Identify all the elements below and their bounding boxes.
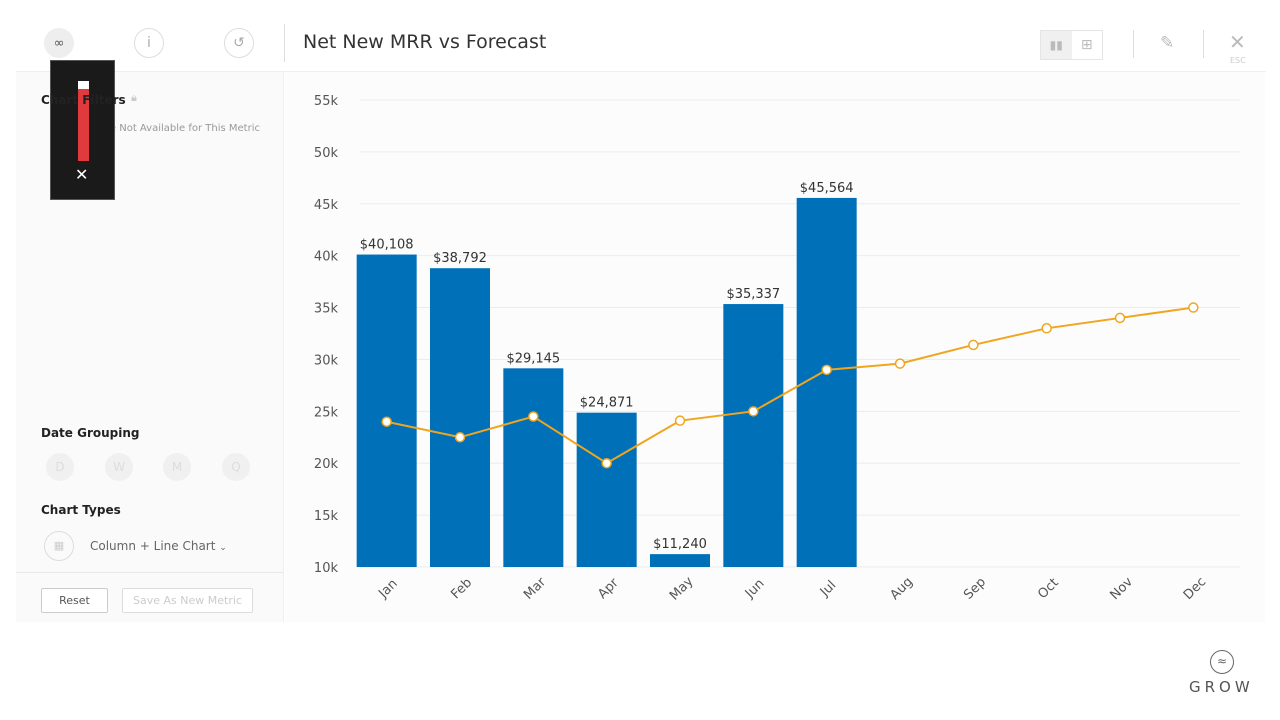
date-grouping-d[interactable]: D (46, 453, 74, 481)
bar (503, 368, 564, 567)
x-tick-label: Jul (817, 578, 839, 600)
bar-data-label: $38,792 (433, 251, 487, 266)
lock-icon: 🔒︎ (131, 91, 137, 104)
date-grouping-title: Date Grouping (41, 426, 140, 440)
pencil-icon[interactable]: ✎ (1160, 33, 1175, 53)
volume-track[interactable] (78, 81, 89, 161)
table-icon[interactable]: ⊞ (1080, 37, 1093, 53)
page-title: Net New MRR vs Forecast (303, 31, 547, 53)
chart-type-select[interactable]: Column + Line Chart ⌄ (90, 539, 227, 553)
forecast-point (1114, 312, 1126, 324)
bar (356, 254, 417, 567)
filters-message: Filters Are Not Available for This Metri… (66, 123, 260, 134)
x-tick-label: Dec (1181, 575, 1209, 603)
binoculars-button[interactable]: ∞ (44, 28, 74, 58)
chart-type-value: Column + Line Chart (90, 539, 216, 553)
history-button[interactable]: ↺ (224, 28, 254, 58)
date-grouping-m[interactable]: M (163, 453, 191, 481)
y-tick-label: 45k (314, 198, 339, 213)
chart-filters-title: Chart Filters (41, 93, 126, 107)
forecast-point (601, 457, 612, 469)
bar (796, 197, 857, 567)
forecast-point (381, 416, 392, 427)
bar (650, 554, 710, 567)
forecast-point (528, 411, 539, 422)
bar (723, 304, 784, 567)
reset-button[interactable]: Reset (41, 588, 108, 613)
bar-data-label: $35,337 (726, 287, 780, 302)
info-icon: i (147, 35, 151, 51)
forecast-point (748, 406, 759, 417)
x-tick-label: Nov (1107, 574, 1136, 603)
forecast-point (821, 364, 832, 376)
history-icon: ↺ (233, 35, 245, 51)
forecast-point (894, 358, 906, 369)
y-tick-label: 25k (314, 405, 339, 420)
chart-type-icon: ▦ (44, 531, 74, 561)
x-tick-label: Apr (595, 575, 622, 602)
forecast-point (674, 415, 686, 426)
date-grouping-w[interactable]: W (105, 453, 133, 481)
header-divider (284, 24, 285, 62)
x-tick-label: Jan (375, 576, 400, 601)
date-grouping-q[interactable]: Q (222, 453, 250, 481)
y-tick-label: 30k (314, 353, 339, 368)
volume-overlay: ✕ (50, 60, 115, 200)
forecast-point (454, 432, 466, 443)
chart-view-toggle: ▮▮ ⊞ (1040, 30, 1103, 60)
x-tick-label: Feb (448, 575, 475, 602)
volume-level-bar (78, 89, 89, 161)
forecast-line (386, 306, 1194, 465)
bar-data-label: $24,871 (580, 396, 634, 411)
save-as-new-metric-button[interactable]: Save As New Metric (122, 588, 253, 613)
y-tick-label: 50k (314, 146, 339, 161)
y-tick-label: 20k (314, 457, 339, 472)
bar (576, 412, 637, 567)
divider (16, 572, 283, 573)
bar-chart-icon[interactable]: ▮▮ (1041, 31, 1072, 59)
forecast-point (968, 339, 979, 351)
x-tick-label: Aug (887, 574, 916, 603)
forecast-point (1188, 302, 1199, 313)
y-tick-label: 40k (314, 250, 339, 265)
bar-data-label: $29,145 (506, 351, 560, 366)
x-tick-label: Sep (961, 575, 989, 603)
bar-data-label: $45,564 (800, 181, 854, 196)
x-tick-label: May (667, 574, 697, 604)
divider (1133, 30, 1134, 58)
chart-types-title: Chart Types (41, 503, 121, 517)
esc-label: ESC (1230, 56, 1246, 65)
forecast-point (1041, 323, 1052, 334)
y-tick-label: 55k (314, 94, 339, 109)
chevron-down-icon: ⌄ (219, 543, 227, 553)
divider (1203, 30, 1204, 58)
binoculars-icon: ∞ (53, 35, 65, 51)
bar-data-label: $40,108 (360, 238, 414, 253)
y-tick-label: 10k (314, 561, 339, 576)
grow-logo-icon: ≈ (1210, 650, 1234, 674)
overlay-close-icon[interactable]: ✕ (75, 165, 89, 184)
bar-data-label: $11,240 (653, 537, 707, 552)
bar (430, 268, 490, 567)
y-tick-label: 35k (314, 302, 339, 317)
grow-logo-text: GROW (1189, 678, 1254, 696)
header-bottom-border (16, 71, 1266, 72)
x-tick-label: Oct (1035, 576, 1062, 603)
y-tick-label: 15k (314, 509, 339, 524)
x-tick-label: Jun (742, 576, 768, 602)
x-tick-label: Mar (521, 574, 549, 602)
info-button[interactable]: i (134, 28, 164, 58)
close-icon[interactable]: ✕ (1229, 30, 1246, 54)
